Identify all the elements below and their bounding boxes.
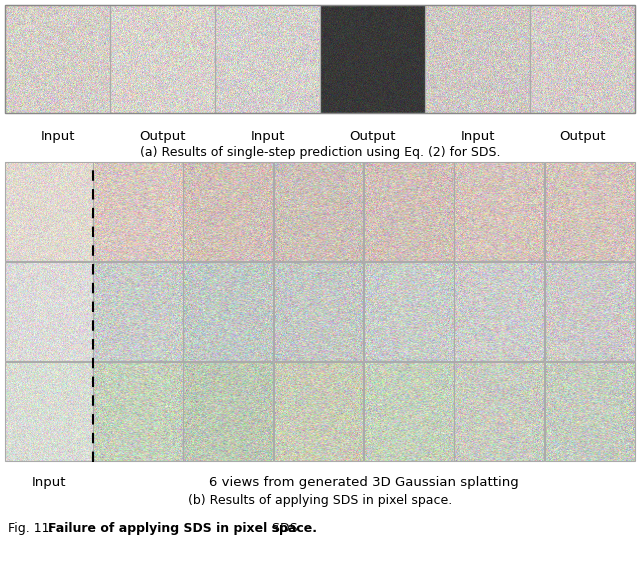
Text: SDS: SDS: [268, 522, 298, 535]
Bar: [364, 262, 454, 361]
Bar: [183, 262, 273, 361]
Bar: [5, 5, 110, 113]
Text: Failure of applying SDS in pixel space.: Failure of applying SDS in pixel space.: [48, 522, 317, 535]
Text: Output: Output: [559, 130, 605, 143]
Bar: [454, 362, 544, 461]
Bar: [183, 362, 273, 461]
Bar: [93, 362, 183, 461]
Text: Output: Output: [349, 130, 396, 143]
Bar: [545, 162, 634, 261]
Text: (b) Results of applying SDS in pixel space.: (b) Results of applying SDS in pixel spa…: [188, 494, 452, 507]
Text: (a) Results of single-step prediction using Eq. (2) for SDS.: (a) Results of single-step prediction us…: [140, 146, 500, 159]
Text: Fig. 11:: Fig. 11:: [8, 522, 58, 535]
Bar: [274, 362, 364, 461]
Bar: [5, 362, 93, 461]
Bar: [215, 5, 320, 113]
Bar: [5, 262, 93, 361]
Bar: [364, 162, 454, 261]
Text: 6 views from generated 3D Gaussian splatting: 6 views from generated 3D Gaussian splat…: [209, 476, 519, 489]
Text: Input: Input: [460, 130, 495, 143]
Bar: [183, 162, 273, 261]
Bar: [5, 5, 635, 113]
Bar: [545, 262, 634, 361]
Bar: [274, 262, 364, 361]
Text: Input: Input: [32, 476, 67, 489]
Bar: [93, 162, 183, 261]
Bar: [425, 5, 530, 113]
Bar: [110, 5, 215, 113]
Bar: [5, 162, 93, 261]
Bar: [364, 362, 454, 461]
Text: Output: Output: [140, 130, 186, 143]
Bar: [93, 262, 183, 361]
Text: Input: Input: [40, 130, 75, 143]
Bar: [545, 362, 634, 461]
Bar: [274, 162, 364, 261]
Bar: [454, 262, 544, 361]
Bar: [454, 162, 544, 261]
Text: Input: Input: [250, 130, 285, 143]
Bar: [530, 5, 635, 113]
Bar: [320, 5, 425, 113]
